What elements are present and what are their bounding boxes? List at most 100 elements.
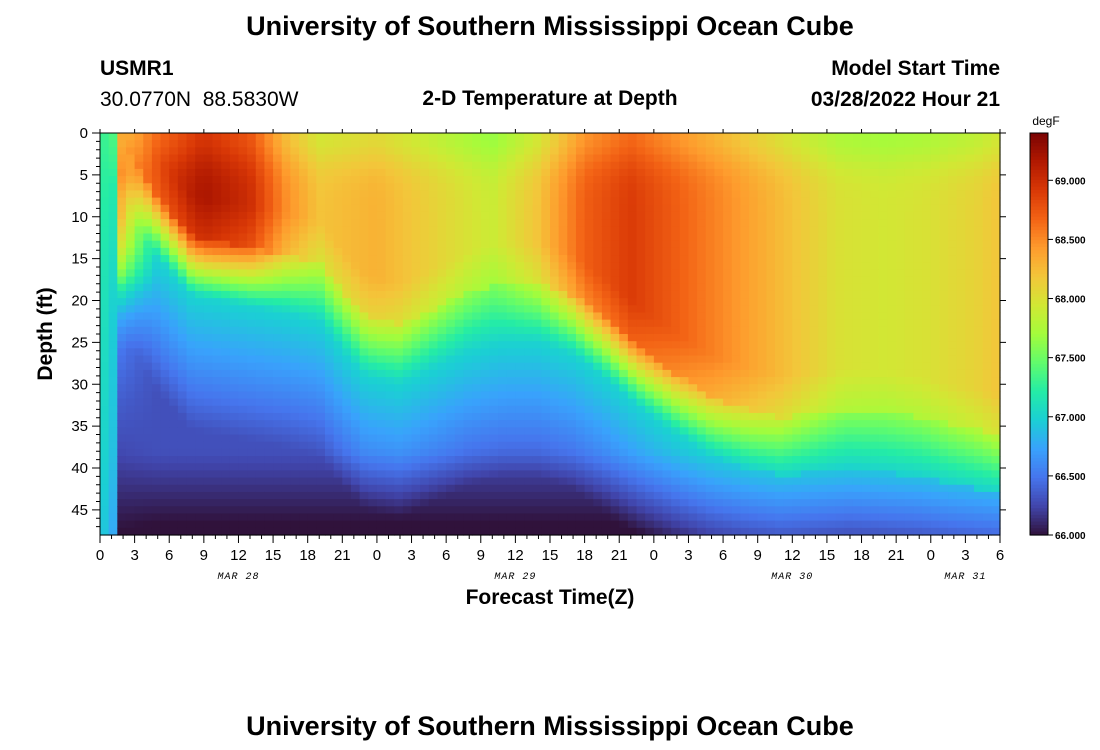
heatmap-cell bbox=[212, 527, 222, 536]
heatmap-cell bbox=[593, 197, 603, 206]
heatmap-cell bbox=[195, 341, 205, 349]
heatmap-cell bbox=[273, 133, 283, 141]
heatmap-cell bbox=[108, 133, 118, 141]
heatmap-cell bbox=[524, 377, 534, 385]
heatmap-cell bbox=[627, 456, 638, 464]
heatmap-cell bbox=[125, 312, 136, 321]
heatmap-cell bbox=[212, 348, 222, 357]
heatmap-cell bbox=[402, 527, 413, 536]
heatmap-cell bbox=[714, 154, 724, 163]
heatmap-cell bbox=[575, 197, 586, 206]
heatmap-cell bbox=[186, 506, 196, 515]
heatmap-cell bbox=[186, 477, 196, 486]
heatmap-cell bbox=[818, 283, 828, 292]
heatmap-cell bbox=[264, 412, 274, 421]
heatmap-cell bbox=[783, 391, 793, 400]
heatmap-cell bbox=[653, 463, 664, 471]
heatmap-cell bbox=[420, 140, 430, 148]
heatmap-cell bbox=[394, 233, 404, 242]
heatmap-cell bbox=[203, 262, 214, 270]
heatmap-cell bbox=[411, 247, 421, 256]
heatmap-cell bbox=[299, 326, 309, 335]
heatmap-cell bbox=[714, 391, 724, 400]
heatmap-cell bbox=[221, 283, 231, 292]
heatmap-cell bbox=[636, 506, 646, 515]
heatmap-cell bbox=[705, 133, 716, 141]
heatmap-cell bbox=[541, 513, 551, 522]
heatmap-cell bbox=[619, 133, 629, 141]
heatmap-cell bbox=[653, 398, 664, 407]
heatmap-cell bbox=[177, 147, 188, 156]
heatmap-cell bbox=[169, 168, 179, 177]
heatmap-cell bbox=[480, 384, 491, 393]
heatmap-cell bbox=[844, 269, 854, 278]
heatmap-cell bbox=[325, 276, 335, 285]
heatmap-cell bbox=[264, 262, 274, 270]
heatmap-cell bbox=[463, 161, 473, 170]
heatmap-cell bbox=[169, 154, 179, 163]
heatmap-cell bbox=[195, 434, 205, 443]
heatmap-cell bbox=[524, 463, 534, 471]
heatmap-cell bbox=[619, 147, 629, 156]
heatmap-cell bbox=[653, 219, 664, 227]
heatmap-cell bbox=[238, 377, 248, 385]
heatmap-cell bbox=[368, 456, 378, 464]
heatmap-cell bbox=[723, 197, 733, 206]
heatmap-cell bbox=[108, 527, 118, 536]
heatmap-cell bbox=[515, 147, 525, 156]
heatmap-cell bbox=[316, 499, 326, 507]
heatmap-cell bbox=[558, 506, 568, 515]
heatmap-cell bbox=[835, 491, 845, 500]
heatmap-cell bbox=[541, 412, 551, 421]
heatmap-cell bbox=[757, 276, 767, 285]
heatmap-cell bbox=[783, 290, 793, 299]
heatmap-cell bbox=[826, 334, 837, 342]
heatmap-cell bbox=[350, 168, 361, 177]
heatmap-cell bbox=[255, 247, 266, 256]
heatmap-cell bbox=[818, 412, 828, 421]
heatmap-cell bbox=[852, 290, 863, 299]
heatmap-cell bbox=[593, 247, 603, 256]
heatmap-cell bbox=[783, 341, 793, 349]
heatmap-cell bbox=[541, 463, 551, 471]
heatmap-cell bbox=[679, 520, 690, 529]
heatmap-cell bbox=[221, 513, 231, 522]
heatmap-cell bbox=[627, 133, 638, 141]
heatmap-cell bbox=[229, 326, 240, 335]
heatmap-cell bbox=[645, 154, 655, 163]
heatmap-cell bbox=[437, 398, 447, 407]
heatmap-cell bbox=[818, 463, 828, 471]
heatmap-cell bbox=[108, 448, 118, 457]
heatmap-cell bbox=[342, 527, 352, 536]
heatmap-cell bbox=[307, 377, 317, 385]
heatmap-cell bbox=[359, 133, 369, 141]
heatmap-cell bbox=[376, 183, 387, 192]
heatmap-cell bbox=[593, 298, 603, 306]
heatmap-cell bbox=[636, 147, 646, 156]
heatmap-cell bbox=[515, 527, 525, 536]
heatmap-cell bbox=[610, 456, 620, 464]
heatmap-cell bbox=[169, 405, 179, 414]
heatmap-cell bbox=[247, 506, 257, 515]
heatmap-cell bbox=[411, 499, 421, 507]
heatmap-cell bbox=[203, 491, 214, 500]
heatmap-cell bbox=[584, 412, 594, 421]
heatmap-cell bbox=[575, 520, 586, 529]
heatmap-cell bbox=[229, 527, 240, 536]
heatmap-cell bbox=[333, 506, 343, 515]
heatmap-cell bbox=[100, 226, 110, 235]
heatmap-cell bbox=[489, 197, 499, 206]
heatmap-cell bbox=[749, 520, 759, 529]
heatmap-cell bbox=[385, 140, 395, 148]
heatmap-cell bbox=[143, 334, 153, 342]
heatmap-cell bbox=[229, 434, 240, 443]
heatmap-cell bbox=[662, 391, 672, 400]
heatmap-cell bbox=[437, 298, 447, 306]
heatmap-cell bbox=[610, 463, 620, 471]
heatmap-cell bbox=[108, 197, 118, 206]
heatmap-cell bbox=[411, 355, 421, 364]
heatmap-cell bbox=[420, 355, 430, 364]
heatmap-cell bbox=[299, 362, 309, 371]
heatmap-cell bbox=[333, 412, 343, 421]
heatmap-cell bbox=[610, 420, 620, 428]
